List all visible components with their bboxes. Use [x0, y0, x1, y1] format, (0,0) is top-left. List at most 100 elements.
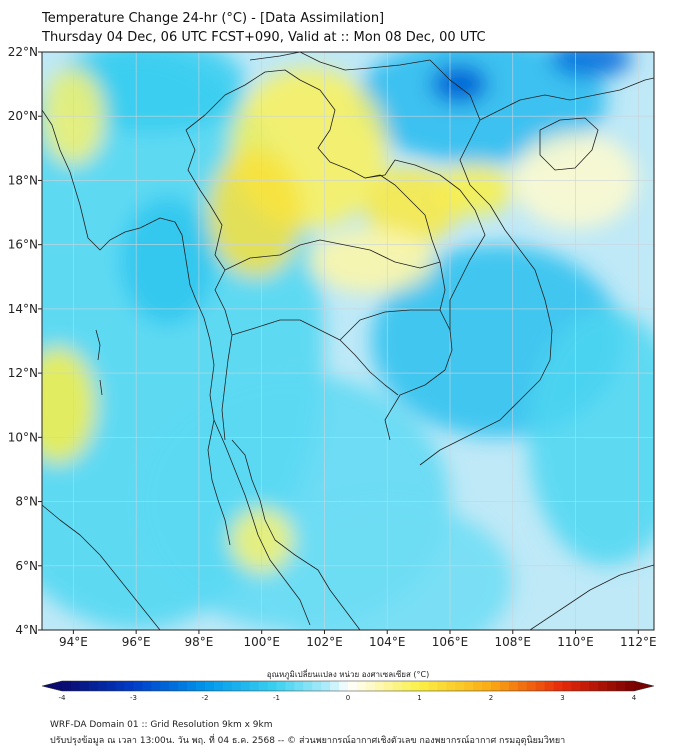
colorbar-segment: [446, 681, 456, 691]
colorbar-segment: [231, 681, 242, 691]
colorbar-tick-label: -1: [273, 694, 280, 702]
chart-subtitle: Thursday 04 Dec, 06 UTC FCST+090, Valid …: [42, 30, 486, 45]
coastlines-borders: [42, 52, 654, 630]
colorbar-segment: [383, 681, 394, 691]
colorbar-segment: [598, 681, 608, 691]
latitude-tick-label: 22°N: [8, 45, 38, 59]
colorbar-tick-label: 4: [632, 694, 637, 702]
longitude-tick-label: 100°E: [243, 635, 280, 649]
colorbar-segment: [294, 681, 304, 691]
colorbar-segment: [222, 681, 233, 691]
colorbar-tick-label: 0: [346, 694, 350, 702]
colorbar-segment: [482, 681, 492, 691]
latitude-tick-label: 12°N: [8, 366, 38, 380]
colorbar-min-arrow: [42, 681, 62, 691]
chart-title: Temperature Change 24-hr (°C) - [Data As…: [42, 11, 385, 26]
colorbar-segment: [285, 681, 295, 691]
colorbar-tick-label: -2: [202, 694, 209, 702]
colorbar: [41, 680, 655, 692]
colorbar-segment: [410, 681, 420, 691]
colorbar-segment: [339, 681, 349, 691]
colorbar-segment: [508, 681, 519, 691]
colorbar-segment: [115, 681, 125, 691]
colorbar-outline: [41, 680, 655, 692]
anomaly-blob: [308, 228, 435, 293]
longitude-axis: 94°E 96°E 98°E 100°E 102°E 104°E 106°E 108°E 110…: [59, 630, 657, 649]
colorbar-segment: [133, 681, 143, 691]
colorbar-segment: [196, 681, 206, 691]
colorbar-title: อุณหภูมิเปลี่ยนแปลง หน่วย องศาเซลเซียส (…: [267, 668, 429, 680]
colorbar-segment: [544, 681, 554, 691]
colorbar-segment: [455, 681, 465, 691]
longitude-tick-label: 96°E: [122, 635, 151, 649]
colorbar-segment: [374, 681, 385, 691]
colorbar-segment: [499, 681, 510, 691]
colorbar-segment: [178, 681, 188, 691]
colorbar-segment: [142, 681, 152, 691]
colorbar-segment: [205, 681, 215, 691]
colorbar-segment: [240, 681, 251, 691]
longitude-tick-label: 106°E: [432, 635, 469, 649]
colorbar-segment: [580, 681, 590, 691]
latitude-tick-label: 8°N: [15, 495, 38, 509]
colorbar-segment: [321, 681, 331, 691]
colorbar-tick-label: -3: [130, 694, 137, 702]
colorbar-segment: [517, 681, 528, 691]
colorbar-tick-label: -4: [59, 694, 67, 702]
colorbar-segment: [276, 681, 286, 691]
colorbar-segment: [392, 681, 403, 691]
longitude-tick-label: 112°E: [620, 635, 657, 649]
longitude-tick-label: 104°E: [369, 635, 406, 649]
colorbar-segment: [106, 681, 117, 691]
colorbar-segment: [62, 681, 72, 691]
latitude-tick-label: 14°N: [8, 302, 38, 316]
colorbar-segment: [312, 681, 322, 691]
map-frame: [41, 51, 655, 631]
colorbar-tick-label: 2: [489, 694, 493, 702]
colorbar-segment: [303, 681, 313, 691]
colorbar-segment: [616, 681, 626, 691]
colorbar-segment: [187, 681, 197, 691]
colorbar-segment: [607, 681, 617, 691]
longitude-tick-label: 102°E: [306, 635, 343, 649]
footer-credits: ปรับปรุงข้อมูล ณ เวลา 13:00น. วัน พฤ. ที…: [50, 736, 566, 746]
latitude-tick-label: 16°N: [8, 238, 38, 252]
colorbar-segment: [589, 681, 599, 691]
longitude-tick-label: 98°E: [184, 635, 213, 649]
anomaly-blob: [120, 196, 215, 325]
colorbar-segment: [419, 681, 429, 691]
colorbar-segment: [562, 681, 572, 691]
longitude-tick-label: 110°E: [557, 635, 594, 649]
colorbar-segment: [437, 681, 447, 691]
latitude-tick-label: 10°N: [8, 430, 38, 444]
colorbar-segment: [464, 681, 474, 691]
colorbar-segment: [365, 681, 376, 691]
colorbar-segment: [571, 681, 581, 691]
colorbar-segment: [535, 681, 546, 691]
latitude-tick-label: 18°N: [8, 173, 38, 187]
latitude-tick-label: 6°N: [15, 559, 38, 573]
colorbar-segment: [213, 681, 224, 691]
colorbar-segment: [79, 681, 90, 691]
latitude-tick-label: 20°N: [8, 109, 38, 123]
colorbar-segment: [169, 681, 179, 691]
colorbar-segment: [330, 681, 340, 691]
colorbar-segment: [356, 681, 367, 691]
gridlines: [42, 51, 654, 631]
colorbar-ticks: -4 -3 -2 -1 0 1 2 3 4: [59, 694, 637, 702]
colorbar-tick-label: 1: [417, 694, 421, 702]
colorbar-segment: [160, 681, 170, 691]
colorbar-segment: [249, 681, 260, 691]
colorbar-segment: [348, 681, 358, 691]
colorbar-segment: [151, 681, 161, 691]
colorbar-segment: [258, 681, 268, 691]
colorbar-segment: [97, 681, 108, 691]
colorbar-segment: [553, 681, 563, 691]
colorbar-tick-label: 3: [560, 694, 564, 702]
colorbar-segment: [401, 681, 411, 691]
colorbar-segment: [267, 681, 277, 691]
anomaly-blob: [550, 52, 633, 78]
anomaly-blob: [355, 52, 607, 165]
colorbar-segment: [88, 681, 99, 691]
